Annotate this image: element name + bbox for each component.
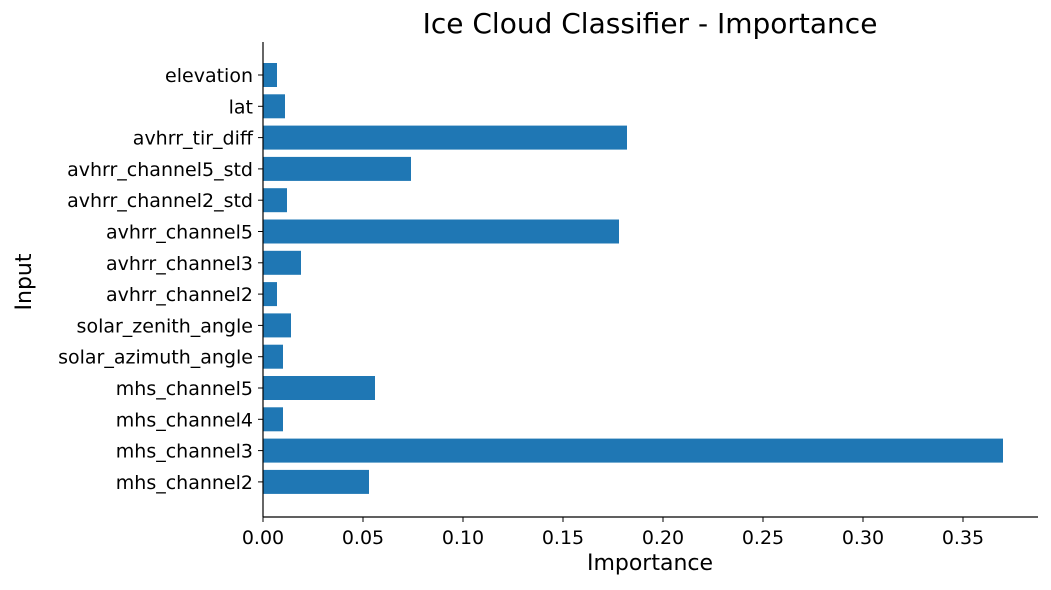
y-tick-label-avhrr-channel2-std: avhrr_channel2_std — [67, 190, 253, 212]
x-tick-label: 0.20 — [642, 527, 684, 549]
x-axis-label: Importance — [587, 551, 713, 576]
bar-mhs-channel5 — [263, 376, 375, 400]
y-tick-label-mhs-channel2: mhs_channel2 — [116, 472, 253, 494]
bar-mhs-channel2 — [263, 469, 369, 494]
y-tick-label-mhs-channel4: mhs_channel4 — [116, 409, 253, 431]
bar-avhrr-channel2 — [263, 282, 277, 307]
x-ticks: 0.00 0.05 0.10 0.15 0.20 0.25 0.30 0.35 — [242, 517, 984, 549]
y-ticks: elevation lat avhrr_tir_diff avhrr_channel5… — [58, 65, 263, 494]
bar-solar-azimuth-angle — [263, 344, 283, 369]
y-tick-label-avhrr-channel5: avhrr_channel5 — [106, 222, 253, 244]
bar-avhrr-channel5-std — [263, 156, 411, 181]
x-tick-label: 0.05 — [342, 527, 384, 549]
x-tick-label: 0.00 — [242, 527, 284, 549]
bar-solar-zenith-angle — [263, 313, 291, 338]
y-tick-label-avhrr-channel3: avhrr_channel3 — [106, 253, 253, 275]
x-tick-label: 0.35 — [942, 527, 984, 549]
bar-elevation — [263, 63, 277, 87]
bars-layer — [263, 63, 1003, 494]
bar-avhrr-channel3 — [263, 250, 301, 275]
y-tick-label-avhrr-channel5-std: avhrr_channel5_std — [67, 159, 253, 181]
y-tick-label-solar-zenith-angle: solar_zenith_angle — [77, 315, 253, 337]
bar-lat — [263, 94, 285, 119]
x-tick-label: 0.15 — [542, 527, 584, 549]
bar-mhs-channel4 — [263, 407, 283, 432]
y-tick-label-avhrr-channel2: avhrr_channel2 — [106, 284, 253, 306]
y-tick-label-solar-azimuth-angle: solar_azimuth_angle — [58, 347, 253, 369]
y-axis-label: Input — [12, 253, 37, 310]
x-tick-label: 0.10 — [442, 527, 484, 549]
y-tick-label-avhrr-tir-diff: avhrr_tir_diff — [133, 128, 254, 150]
x-tick-label: 0.25 — [742, 527, 784, 549]
y-tick-label-mhs-channel3: mhs_channel3 — [116, 441, 253, 463]
bar-avhrr-channel5 — [263, 219, 619, 244]
x-tick-label: 0.30 — [842, 527, 884, 549]
bar-avhrr-tir-diff — [263, 125, 627, 150]
chart-title: Ice Cloud Classifier - Importance — [423, 7, 878, 40]
bar-mhs-channel3 — [263, 438, 1003, 463]
y-tick-label-lat: lat — [229, 96, 253, 118]
y-tick-label-mhs-channel5: mhs_channel5 — [116, 378, 253, 400]
axes-layer — [262, 42, 1038, 518]
y-tick-label-elevation: elevation — [165, 65, 253, 87]
bar-avhrr-channel2-std — [263, 188, 287, 213]
